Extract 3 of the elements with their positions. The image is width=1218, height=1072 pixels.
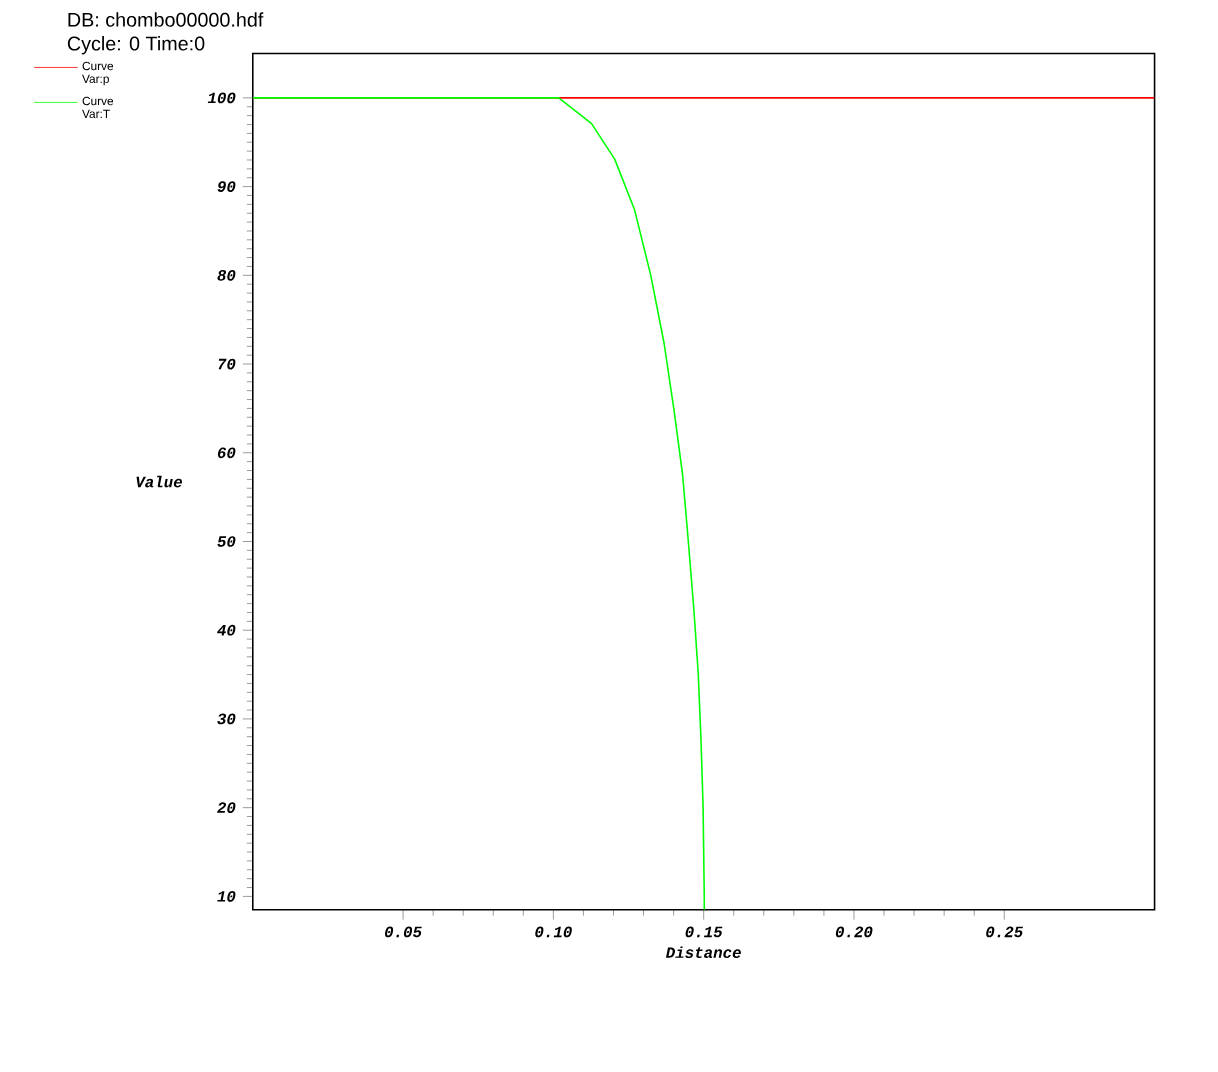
chart-title: DB: chombo00000.hdf bbox=[68, 12, 264, 27]
chart-subtitle: Cycle: 0 Time:0 bbox=[67, 35, 205, 55]
line-series bbox=[252, 96, 706, 910]
